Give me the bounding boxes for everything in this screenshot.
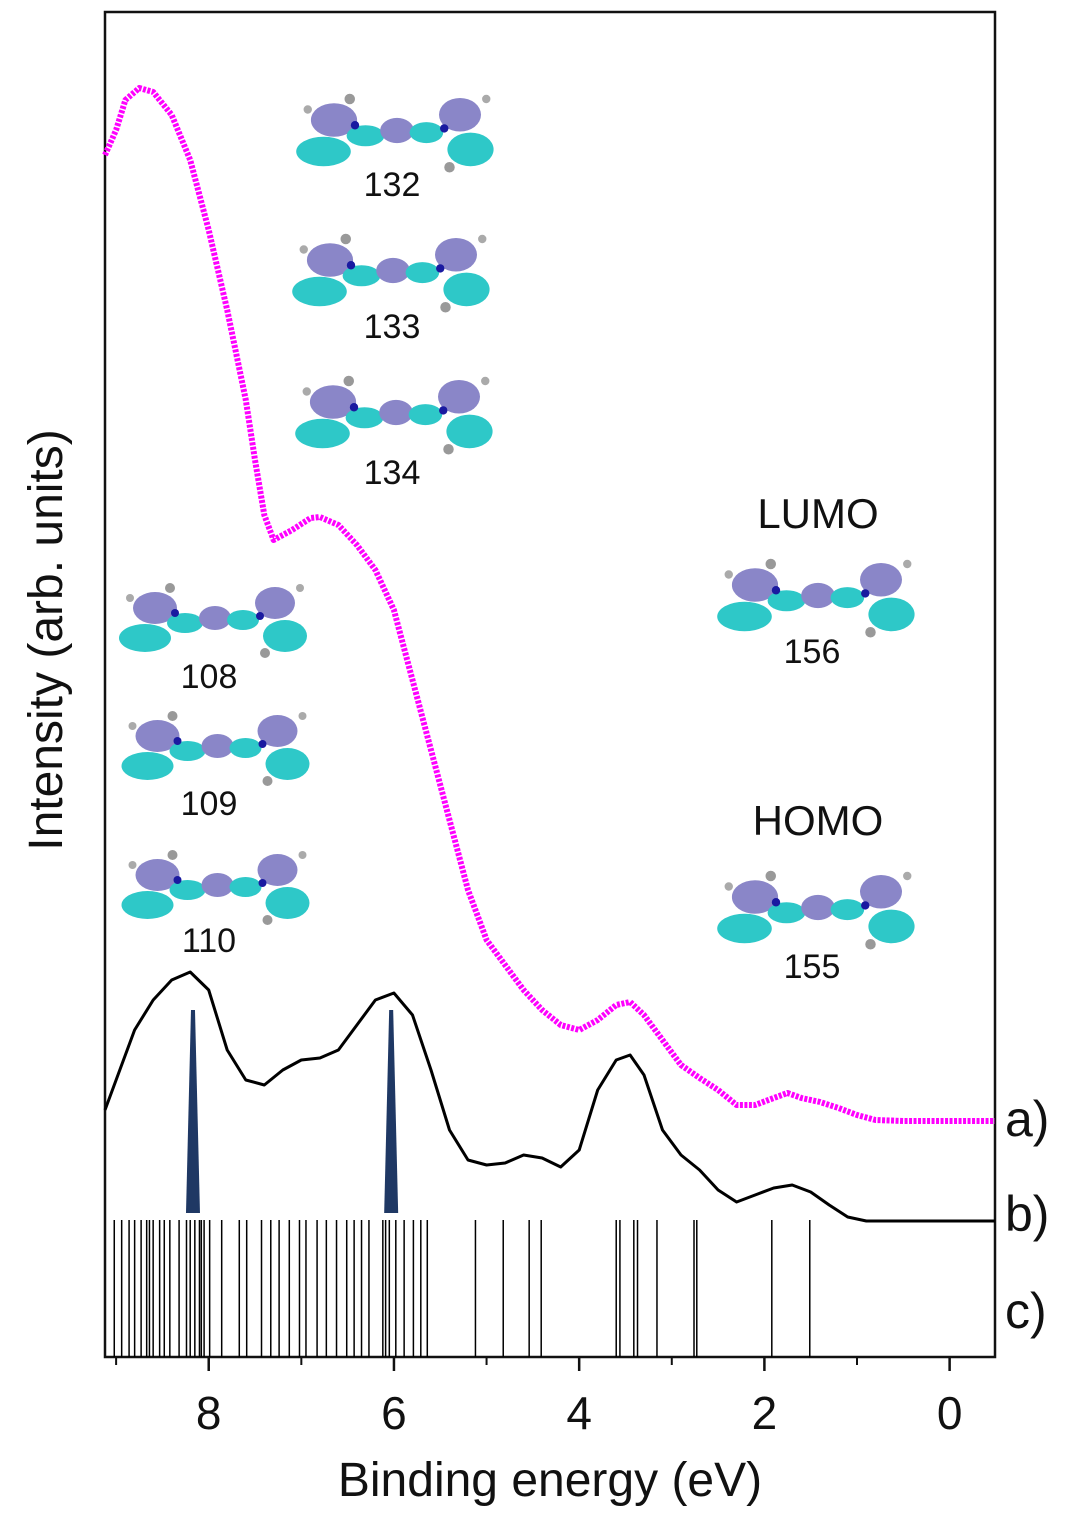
- x-tick-label: 8: [196, 1387, 222, 1439]
- plot-frame: [105, 12, 995, 1357]
- orbital-image: [296, 94, 493, 173]
- annotation: HOMO: [753, 797, 884, 844]
- orbital-image: [717, 559, 914, 638]
- orbital-image: [292, 234, 489, 313]
- orbital-image: [122, 711, 310, 786]
- chart: 132 133 134 108 109 110 LUMO 156 HOMO 15…: [0, 0, 1069, 1513]
- orbital-image: [295, 376, 492, 455]
- x-tick-label: 2: [752, 1387, 778, 1439]
- annotation: 156: [784, 633, 841, 671]
- series-line: [105, 972, 995, 1221]
- x-tick-label: 6: [381, 1387, 407, 1439]
- x-tick-label: 4: [566, 1387, 592, 1439]
- annotation: LUMO: [757, 490, 878, 537]
- series-line: [105, 88, 995, 1121]
- x-axis-label: Binding energy (eV): [338, 1454, 762, 1507]
- annotation: 110: [182, 922, 236, 960]
- annotation: 132: [364, 166, 421, 204]
- orbital-image: [717, 871, 914, 950]
- peak-marker: [186, 1010, 200, 1213]
- peak-marker: [384, 1010, 398, 1213]
- annotation: 108: [181, 658, 238, 696]
- annotation: 155: [784, 948, 841, 986]
- x-tick-label: 0: [937, 1387, 963, 1439]
- annotation: 109: [181, 785, 238, 823]
- series-label: c): [1005, 1283, 1047, 1339]
- y-axis-label: Intensity (arb. units): [20, 429, 73, 851]
- annotation: 133: [364, 308, 421, 346]
- orbital-image: [122, 850, 310, 925]
- series-label: b): [1005, 1186, 1049, 1242]
- series-label: a): [1005, 1091, 1049, 1147]
- annotation: 134: [364, 454, 421, 492]
- orbital-image: [119, 583, 307, 658]
